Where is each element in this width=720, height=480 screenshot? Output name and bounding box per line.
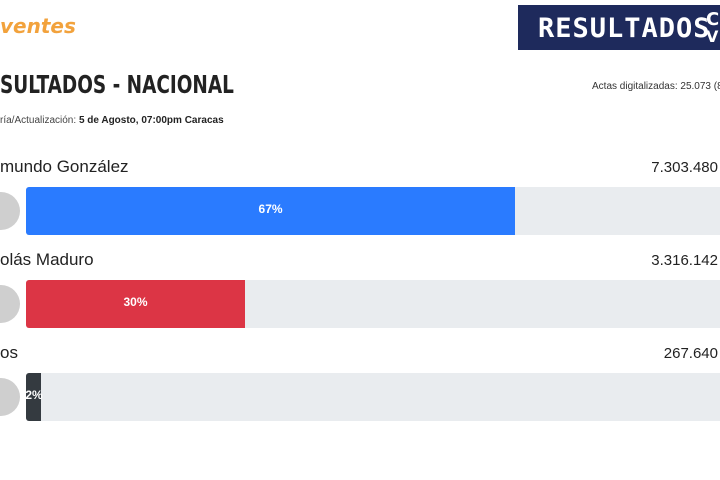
avatar [0, 378, 20, 416]
update: ría/Actualización: 5 de Agosto, 07:00pm … [0, 115, 224, 126]
badge-logo: V [706, 27, 719, 46]
candidate-votes: 7.303.480 [651, 159, 718, 176]
badge-text: RESULTADOS [538, 13, 711, 44]
avatar [0, 285, 20, 323]
bar [26, 280, 245, 328]
bar-track: 67% [26, 187, 720, 235]
bar-track: 30% [26, 280, 720, 328]
bar-label: 67% [258, 202, 283, 216]
candidate-votes: 3.316.142 [651, 252, 718, 269]
candidate-name: os [0, 343, 18, 362]
update-value: 5 de Agosto, 07:00pm Caracas [78, 115, 224, 126]
update-label: ría/Actualización: [0, 115, 77, 126]
bar-label: 30% [123, 295, 148, 309]
avatar [0, 192, 20, 230]
logo: ventes [0, 14, 76, 38]
bar-track: 2% [26, 373, 720, 421]
badge-logo: C [706, 9, 720, 30]
candidate-name: olás Maduro [0, 250, 94, 269]
bar-label: 2% [26, 388, 43, 402]
candidate-name: mundo González [0, 157, 129, 176]
bar [26, 187, 516, 235]
bar [26, 373, 41, 421]
candidate-votes: 267.640 [663, 345, 718, 362]
badge: RESULTADOS C V [518, 5, 720, 50]
actas: Actas digitalizadas: 25.073 (8 [592, 81, 720, 92]
title: SULTADOS - NACIONAL [0, 70, 234, 99]
